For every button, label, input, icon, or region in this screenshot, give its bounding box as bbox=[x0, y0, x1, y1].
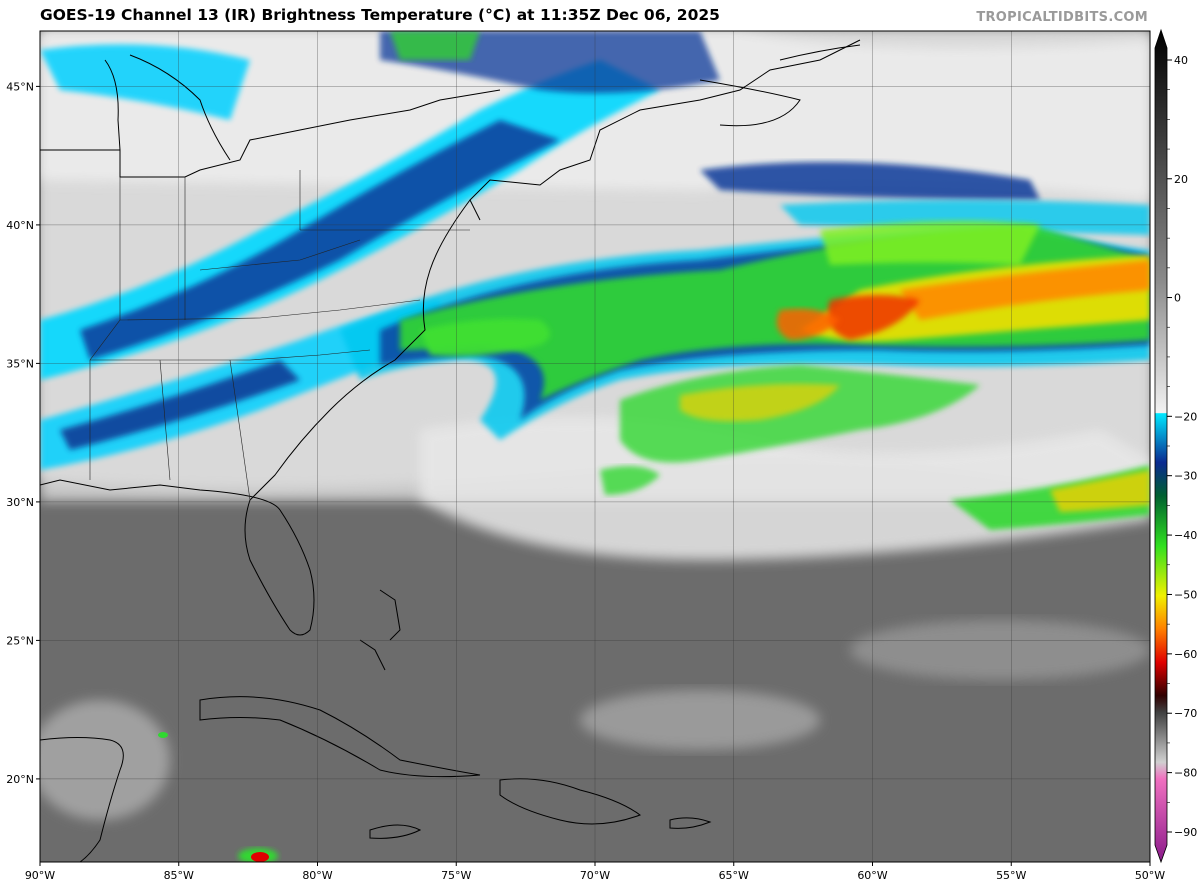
map-title: GOES-19 Channel 13 (IR) Brightness Tempe… bbox=[40, 6, 720, 24]
lat-tick-label: 45°N bbox=[6, 80, 34, 93]
colorbar-tick-label: −60 bbox=[1174, 648, 1197, 661]
colorbar-tick-label: −40 bbox=[1174, 529, 1197, 542]
lon-tick-label: 85°W bbox=[164, 869, 194, 882]
colorbar: 40 20 0 −20 −30 −40 −50 −60 −70 −80 −90 bbox=[1154, 28, 1197, 864]
colorbar-ticks: 40 20 0 −20 −30 −40 −50 −60 −70 −80 −90 bbox=[1167, 54, 1197, 839]
lat-tick-label: 20°N bbox=[6, 773, 34, 786]
lat-tick-label: 40°N bbox=[6, 219, 34, 232]
colorbar-tick-label: 20 bbox=[1174, 173, 1188, 186]
latitude-axis: 45°N 40°N 35°N 30°N 25°N 20°N bbox=[6, 80, 40, 786]
colorbar-bar bbox=[1154, 28, 1168, 864]
colorbar-tick-label: −30 bbox=[1174, 470, 1197, 483]
lat-tick-label: 35°N bbox=[6, 357, 34, 370]
state-borders bbox=[89, 170, 470, 501]
lon-tick-label: 70°W bbox=[580, 869, 610, 882]
lon-tick-label: 55°W bbox=[996, 869, 1026, 882]
coastlines bbox=[40, 39, 861, 862]
colorbar-tick-label: −20 bbox=[1174, 410, 1197, 423]
lon-tick-label: 60°W bbox=[857, 869, 887, 882]
site-brand: TROPICALTIDBITS.COM bbox=[976, 10, 1148, 25]
lon-tick-label: 50°W bbox=[1135, 869, 1165, 882]
colorbar-tick-label: −80 bbox=[1174, 767, 1197, 780]
lon-tick-label: 90°W bbox=[25, 869, 55, 882]
colorbar-tick-label: 40 bbox=[1174, 54, 1188, 67]
ir-imagery bbox=[40, 31, 1150, 862]
lat-tick-label: 30°N bbox=[6, 496, 34, 509]
colorbar-tick-label: 0 bbox=[1174, 292, 1181, 305]
colorbar-tick-label: −90 bbox=[1174, 826, 1197, 839]
lon-tick-label: 75°W bbox=[441, 869, 471, 882]
lon-tick-label: 80°W bbox=[302, 869, 332, 882]
lat-tick-label: 25°N bbox=[6, 634, 34, 647]
colorbar-tick-label: −70 bbox=[1174, 707, 1197, 720]
longitude-axis: 90°W 85°W 80°W 75°W 70°W 65°W 60°W 55°W 50°W bbox=[25, 862, 1165, 882]
lon-tick-label: 65°W bbox=[719, 869, 749, 882]
colorbar-tick-label: −50 bbox=[1174, 588, 1197, 601]
